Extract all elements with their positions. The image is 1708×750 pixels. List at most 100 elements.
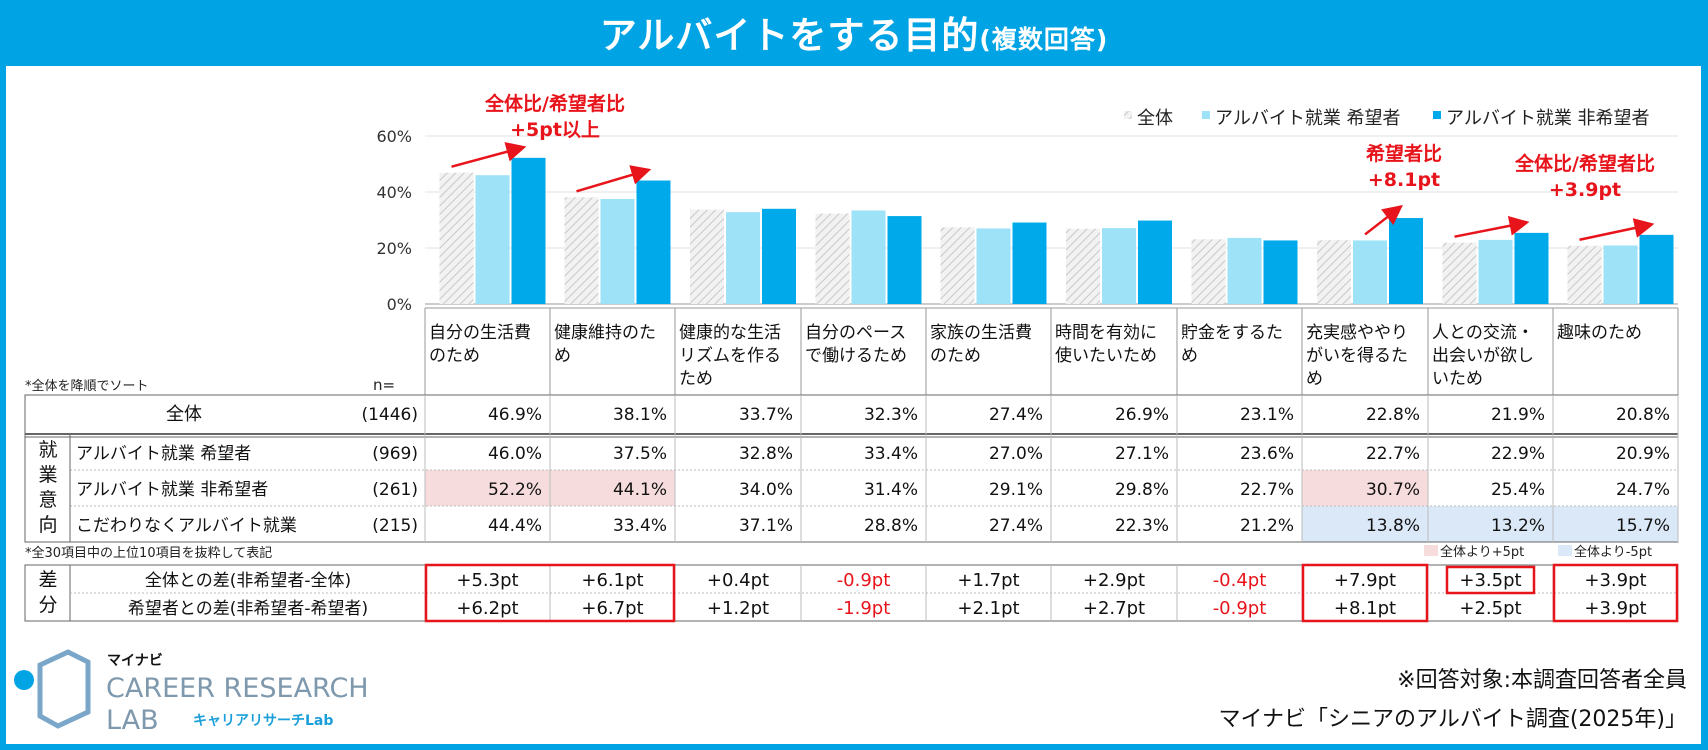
bar-nonhope bbox=[1514, 232, 1549, 304]
bar-all bbox=[1191, 239, 1226, 304]
category-label: 使いたいため bbox=[1055, 345, 1157, 366]
row-label: アルバイト就業 希望者 bbox=[76, 444, 251, 464]
category-label: 自分の生活費 bbox=[429, 323, 531, 343]
diff-group-char: 分 bbox=[38, 594, 57, 616]
category-label: 自分のペース bbox=[805, 323, 906, 343]
table-value: 27.4% bbox=[989, 405, 1043, 425]
y-tick-label: 60% bbox=[376, 127, 412, 146]
diff-value: +3.9pt bbox=[1584, 598, 1646, 619]
footer-source: マイナビ「シニアのアルバイト調査(2025年)」 bbox=[1219, 707, 1688, 732]
table-value: 27.1% bbox=[1115, 444, 1169, 464]
top10-note: *全30項目中の上位10項目を抜粋して表記 bbox=[25, 545, 272, 561]
bar-hope bbox=[726, 212, 760, 304]
logo-line1: CAREER RESEARCH bbox=[106, 673, 369, 704]
blue-legend-label: 全体より-5pt bbox=[1574, 544, 1652, 560]
table-value: 22.8% bbox=[1366, 405, 1420, 425]
row-label: アルバイト就業 非希望者 bbox=[76, 480, 268, 500]
bar-hope bbox=[1353, 240, 1387, 304]
blue-legend-swatch bbox=[1558, 545, 1572, 556]
table-value: 52.2% bbox=[488, 480, 542, 500]
category-label: のため bbox=[930, 346, 981, 366]
table-value: 23.1% bbox=[1240, 405, 1294, 425]
annotation-line: +8.1pt bbox=[1368, 169, 1440, 191]
highlight-arrow bbox=[1364, 204, 1403, 236]
legend-all-swatch bbox=[1124, 108, 1134, 118]
pink-legend-swatch bbox=[1424, 545, 1438, 556]
table-value: 22.7% bbox=[1366, 444, 1420, 464]
category-label: リズムを作る bbox=[679, 346, 781, 366]
sort-note: *全体を降順でソート bbox=[25, 378, 149, 394]
category-label: 健康的な生活 bbox=[679, 323, 781, 343]
category-label: がいを得るた bbox=[1306, 346, 1408, 366]
footer-target: ※回答対象:本調査回答者全員 bbox=[1397, 668, 1687, 693]
legend-swatch bbox=[1202, 111, 1210, 119]
bar-all bbox=[1567, 245, 1602, 304]
content-frame bbox=[6, 66, 1701, 744]
bar-all bbox=[439, 172, 474, 304]
highlight-box bbox=[1301, 563, 1429, 623]
category-label: 貯金をするた bbox=[1181, 323, 1283, 343]
category-label: 人との交流・ bbox=[1432, 323, 1534, 343]
bar-hope bbox=[1603, 245, 1638, 304]
bar-all bbox=[815, 213, 850, 304]
annotation-line: 希望者比 bbox=[1366, 142, 1442, 165]
logo-dot bbox=[14, 670, 34, 690]
table-value: 32.3% bbox=[864, 405, 918, 425]
bar-all bbox=[1066, 228, 1100, 304]
table-value: 13.8% bbox=[1366, 516, 1420, 536]
bar-nonhope bbox=[1012, 222, 1047, 304]
diff-value: -0.9pt bbox=[1213, 598, 1267, 619]
highlight-cell bbox=[1302, 506, 1428, 542]
table-value: 33.7% bbox=[739, 405, 793, 425]
bar-nonhope bbox=[1639, 234, 1674, 304]
y-tick-label: 40% bbox=[376, 183, 412, 202]
diff-value: +2.1pt bbox=[957, 598, 1019, 619]
legend-swatch bbox=[1124, 111, 1132, 119]
table-value: 27.0% bbox=[989, 444, 1043, 464]
highlight-box bbox=[1445, 565, 1536, 595]
diff-value: +2.7pt bbox=[1083, 598, 1145, 619]
category-label: ため bbox=[679, 369, 713, 389]
row-n: (1446) bbox=[361, 405, 418, 425]
bar-nonhope bbox=[887, 216, 922, 304]
logo-cube-icon bbox=[37, 649, 91, 729]
highlight-box bbox=[424, 563, 676, 623]
diff-row-label: 全体との差(非希望者-全体) bbox=[145, 571, 351, 591]
row-n: (215) bbox=[372, 516, 418, 536]
bar-all bbox=[940, 227, 975, 304]
bar-nonhope bbox=[1138, 220, 1172, 304]
annotation-line: +3.9pt bbox=[1549, 179, 1621, 201]
group-label-char: 意 bbox=[38, 489, 57, 511]
diff-group-char: 差 bbox=[38, 569, 57, 591]
diff-value: -1.9pt bbox=[837, 598, 891, 619]
annotation-line: +5pt以上 bbox=[510, 119, 600, 141]
category-label: 家族の生活費 bbox=[930, 323, 1032, 343]
legend-label: 全体 bbox=[1137, 108, 1173, 129]
diff-value: +6.7pt bbox=[581, 598, 643, 619]
highlight-arrow bbox=[1579, 218, 1655, 241]
table-value: 22.7% bbox=[1240, 480, 1294, 500]
group-label-char: 業 bbox=[38, 464, 57, 486]
diff-value: +6.2pt bbox=[456, 598, 518, 619]
diff-value: +1.2pt bbox=[707, 598, 769, 619]
table-value: 23.6% bbox=[1240, 444, 1294, 464]
diff-value: -0.4pt bbox=[1213, 570, 1267, 591]
category-label: で働けるため bbox=[805, 346, 907, 366]
bar-nonhope bbox=[1389, 218, 1423, 304]
category-label: のため bbox=[429, 346, 480, 366]
diff-value: +5.3pt bbox=[456, 570, 518, 591]
table-value: 44.1% bbox=[613, 480, 667, 500]
highlight-box bbox=[1552, 563, 1679, 623]
category-label: 時間を有効に bbox=[1055, 323, 1157, 343]
logo-kana: キャリアリサーチLab bbox=[193, 713, 333, 729]
bar-all bbox=[564, 197, 599, 304]
category-label: 健康維持のた bbox=[554, 323, 656, 343]
table-value: 22.9% bbox=[1491, 444, 1545, 464]
bar-hope bbox=[1227, 237, 1262, 304]
logo-top: マイナビ bbox=[107, 653, 163, 669]
bar-all bbox=[690, 209, 724, 304]
table-value: 46.9% bbox=[488, 405, 542, 425]
table-value: 24.7% bbox=[1616, 480, 1670, 500]
table-value: 26.9% bbox=[1115, 405, 1169, 425]
highlight-cell bbox=[550, 470, 675, 506]
